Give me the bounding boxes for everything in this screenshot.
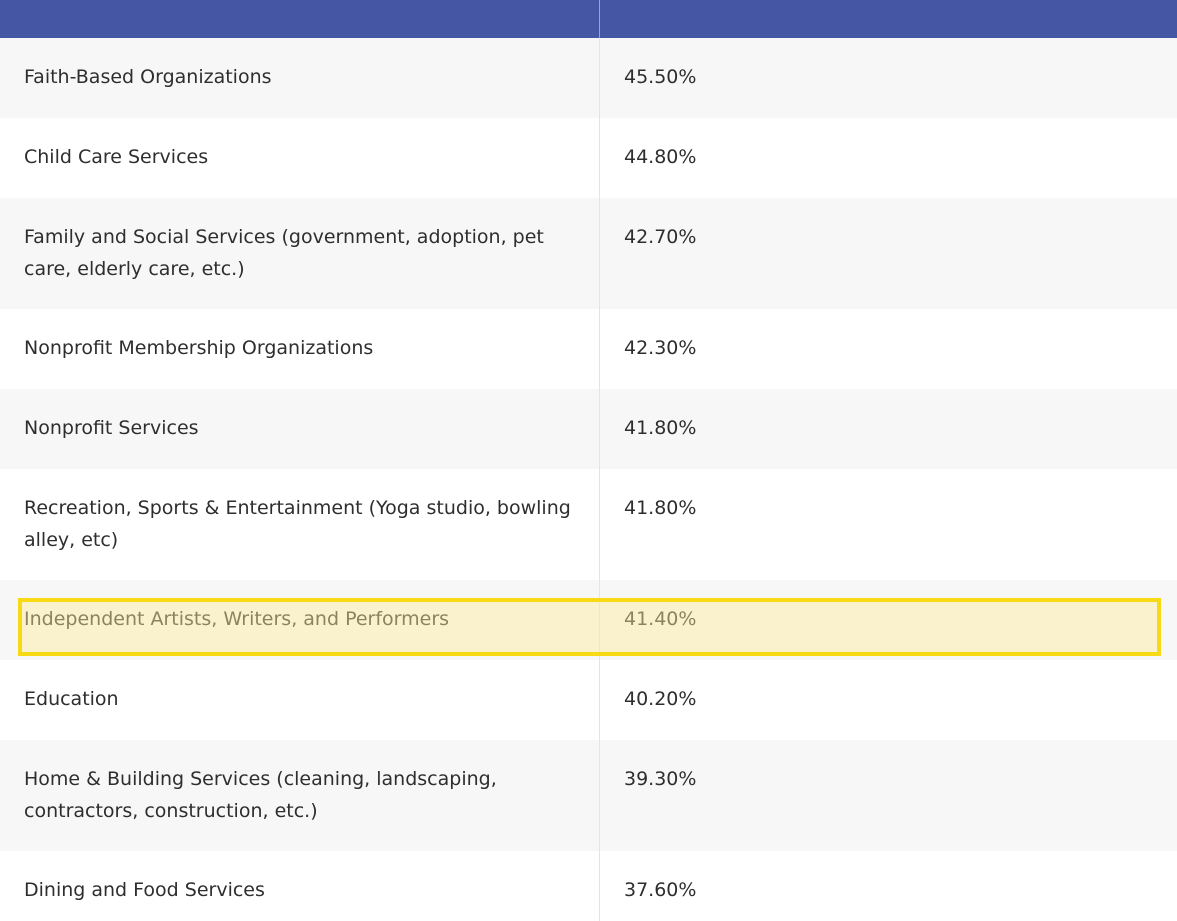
row-label: Education bbox=[0, 660, 600, 740]
row-label: Family and Social Services (government, … bbox=[0, 198, 600, 309]
row-label: Nonprofit Services bbox=[0, 389, 600, 469]
row-label: Home & Building Services (cleaning, land… bbox=[0, 740, 600, 851]
row-value: 37.60% bbox=[600, 851, 1177, 921]
row-label: Child Care Services bbox=[0, 118, 600, 198]
row-value: 41.80% bbox=[600, 389, 1177, 469]
row-value: 44.80% bbox=[600, 118, 1177, 198]
row-value: 40.20% bbox=[600, 660, 1177, 740]
row-label: Dining and Food Services bbox=[0, 851, 600, 921]
row-label: Independent Artists, Writers, and Perfor… bbox=[0, 580, 600, 660]
row-value: 42.70% bbox=[600, 198, 1177, 309]
table-header-cell-1 bbox=[0, 0, 600, 38]
row-label: Nonprofit Membership Organizations bbox=[0, 309, 600, 389]
row-label: Faith-Based Organizations bbox=[0, 38, 600, 118]
row-label: Recreation, Sports & Entertainment (Yoga… bbox=[0, 469, 600, 580]
table-header-cell-2 bbox=[600, 0, 1177, 38]
row-value: 45.50% bbox=[600, 38, 1177, 118]
row-value: 42.30% bbox=[600, 309, 1177, 389]
row-value: 39.30% bbox=[600, 740, 1177, 851]
row-value: 41.40% bbox=[600, 580, 1177, 660]
row-value: 41.80% bbox=[600, 469, 1177, 580]
